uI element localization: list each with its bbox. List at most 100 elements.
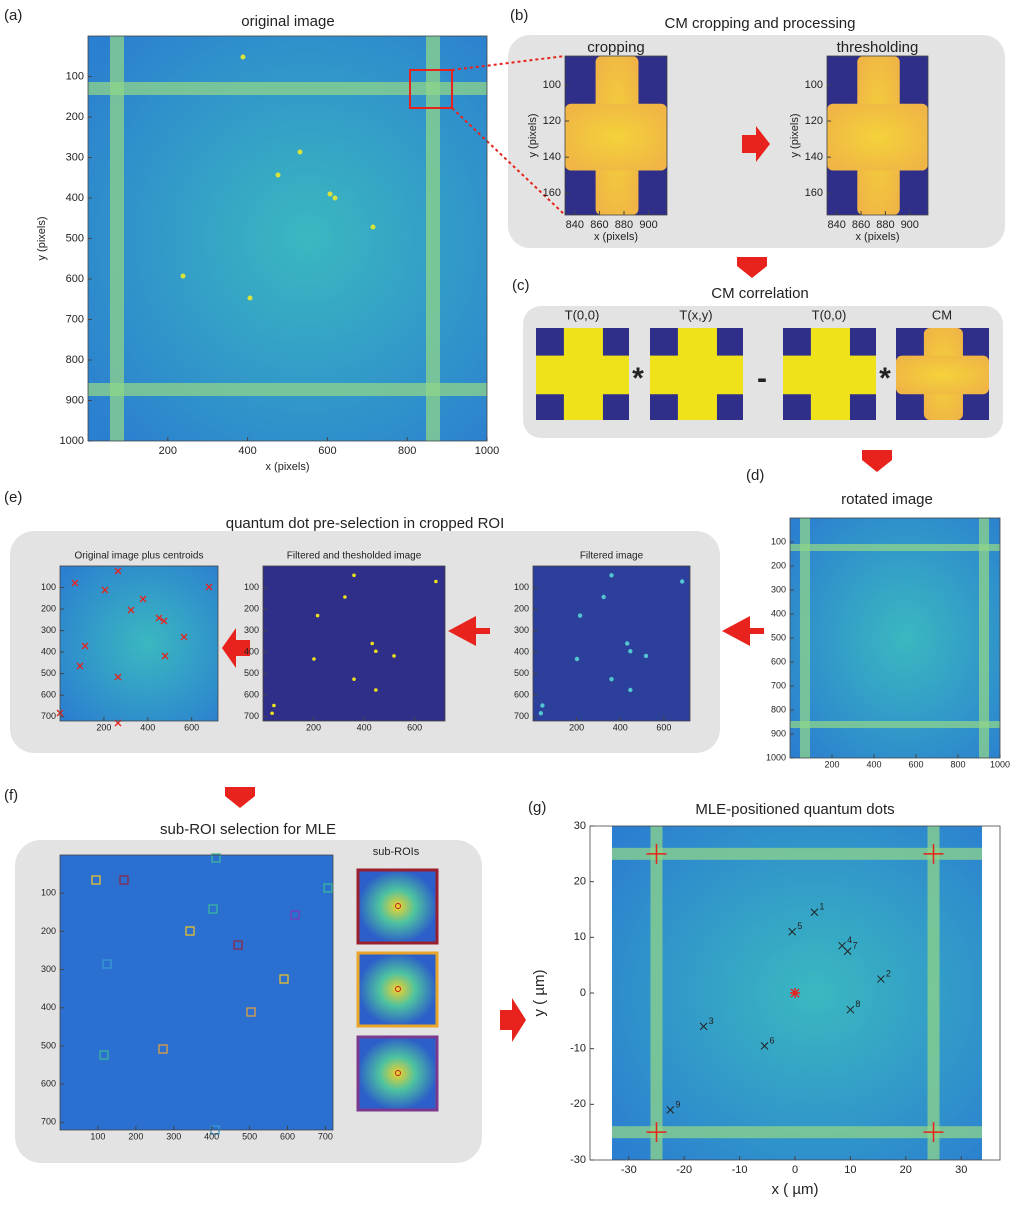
- y-tick-label: 300: [41, 964, 56, 974]
- y-tick-label: 400: [244, 646, 259, 656]
- y-tick-label: 100: [41, 888, 56, 898]
- sub-roi: [208, 904, 218, 914]
- axes-frame: [59, 854, 334, 1131]
- y-axis-label: y (pixels): [36, 216, 48, 260]
- y-tick-label: 700: [244, 711, 259, 721]
- panel-label: (f): [4, 787, 18, 804]
- dot: [574, 656, 580, 662]
- dot: [327, 191, 333, 197]
- subplot-title: Filtered and thesholded image: [287, 551, 422, 562]
- panel-label: (g): [528, 799, 546, 816]
- y-tick-label: 300: [771, 584, 786, 594]
- cross: [536, 355, 629, 395]
- dot-label: 5: [797, 921, 802, 931]
- inset-title: sub-ROIs: [373, 846, 420, 858]
- axes-frame: [564, 55, 668, 216]
- operator: -: [757, 362, 767, 395]
- term-label: T(0,0): [812, 307, 847, 322]
- panel-label: (c): [512, 277, 530, 294]
- corner-marker: [646, 1122, 667, 1143]
- panel-label: (d): [746, 467, 764, 484]
- y-tick-label: 140: [543, 151, 561, 163]
- term-label: T(0,0): [565, 307, 600, 322]
- y-tick-label: 700: [514, 711, 529, 721]
- dot-label: 1: [819, 902, 824, 912]
- x-tick-label: 10: [844, 1164, 856, 1176]
- x-tick-label: 400: [140, 722, 155, 732]
- centroid: [114, 673, 122, 681]
- y-tick-label: 160: [543, 187, 561, 199]
- sub-roi: [233, 940, 243, 950]
- corner-marker: [923, 1122, 944, 1143]
- x-tick-label: 600: [184, 722, 199, 732]
- subplot-title: Original image plus centroids: [75, 551, 204, 562]
- quantum-dot: [846, 1005, 855, 1014]
- quantum-dot: [666, 1106, 675, 1114]
- dot: [643, 653, 649, 659]
- y-tick-label: 400: [514, 646, 529, 656]
- x-tick-label: 840: [828, 219, 846, 231]
- sub-roi-image: [356, 951, 439, 1028]
- dot-label: 8: [855, 999, 860, 1009]
- x-tick-label: -10: [732, 1164, 748, 1176]
- x-tick-label: 400: [866, 759, 881, 769]
- corner-marker: [646, 843, 667, 864]
- sub-roi-image: [356, 868, 439, 945]
- y-tick-label: 600: [771, 656, 786, 666]
- centroid: [81, 642, 89, 650]
- y-tick-label: 200: [41, 926, 56, 936]
- grid-bar: [612, 1126, 982, 1139]
- quantum-dot: [788, 927, 797, 936]
- y-tick-label: 1000: [60, 435, 84, 447]
- panel-label: (a): [4, 7, 22, 24]
- image: [60, 566, 218, 721]
- y-tick-label: 600: [244, 690, 259, 700]
- y-tick-label: -10: [570, 1043, 586, 1055]
- y-tick-label: 800: [771, 704, 786, 714]
- centroid: [155, 614, 163, 622]
- grid-bar: [650, 826, 663, 1160]
- operator: *: [879, 362, 891, 395]
- sub-roi: [185, 926, 195, 936]
- y-tick-label: 900: [66, 394, 84, 406]
- x-tick-label: 100: [90, 1131, 105, 1141]
- dot: [609, 676, 614, 682]
- subplot-title: thresholding: [837, 39, 919, 56]
- dot: [370, 641, 375, 646]
- dot-label: 6: [770, 1035, 775, 1045]
- x-tick-label: 400: [357, 722, 372, 732]
- dot: [601, 594, 606, 600]
- y-tick-label: 100: [41, 582, 56, 592]
- quantum-dot: [843, 947, 852, 956]
- y-tick-label: 120: [805, 115, 823, 127]
- dot: [540, 703, 545, 708]
- zoom-line: [451, 107, 566, 216]
- y-tick-label: 140: [805, 151, 823, 163]
- axes-frame: [826, 55, 929, 216]
- y-tick-label: 200: [514, 603, 529, 613]
- x-tick-label: 800: [950, 759, 965, 769]
- y-tick-label: 500: [41, 1040, 56, 1050]
- y-tick-label: 200: [66, 111, 84, 123]
- panel-title: MLE-positioned quantum dots: [695, 801, 894, 818]
- grid-bar: [88, 82, 487, 95]
- y-tick-label: 0: [580, 987, 586, 999]
- x-tick-label: 900: [901, 219, 919, 231]
- panel-title: rotated image: [841, 491, 933, 508]
- dot: [240, 54, 246, 60]
- x-tick-label: 300: [166, 1131, 181, 1141]
- dot: [247, 295, 253, 301]
- centroid: [114, 567, 122, 575]
- sub-roi: [102, 959, 112, 969]
- dot: [628, 649, 633, 654]
- y-tick-label: 30: [574, 820, 586, 832]
- y-tick-label: 100: [805, 79, 823, 91]
- y-tick-label: 20: [574, 876, 586, 888]
- cross: [896, 355, 989, 395]
- y-axis-label: y (pixels): [789, 113, 801, 157]
- sub-roi-center: [395, 986, 401, 992]
- y-tick-label: 500: [41, 668, 56, 678]
- image: [790, 518, 1000, 758]
- sub-roi-center: [395, 903, 401, 909]
- image: [533, 566, 690, 721]
